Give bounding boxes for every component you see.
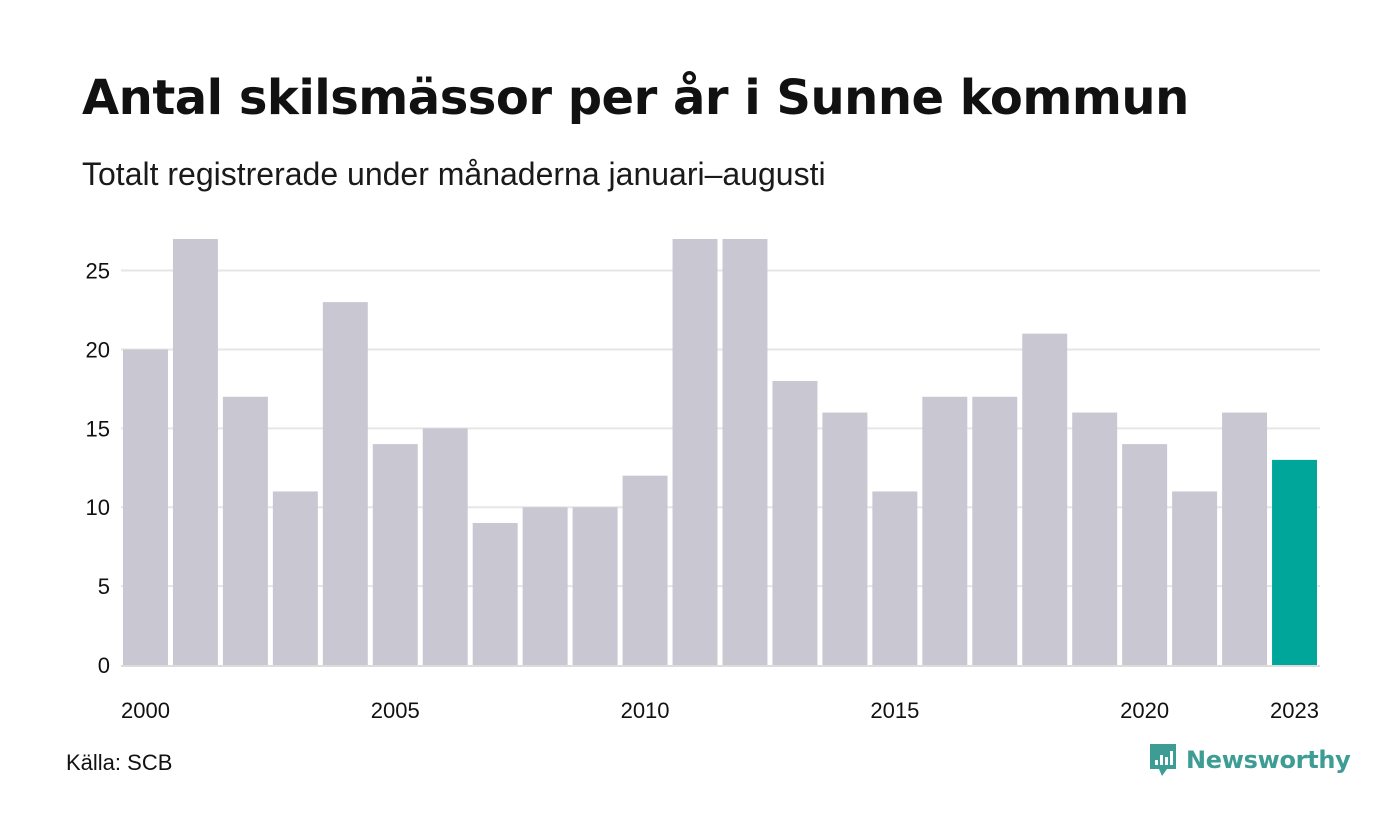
bar-2009 [572, 507, 618, 665]
bar-2022 [1222, 412, 1268, 665]
bar-2018 [1022, 333, 1068, 665]
bar-2021 [1172, 491, 1218, 665]
bar-2023 [1272, 459, 1317, 665]
x-tick-label: 2000 [121, 698, 170, 723]
x-tick-label: 2010 [621, 698, 670, 723]
gridlines [121, 269, 1320, 588]
chart-title: Antal skilsmässor per år i Sunne kommun [82, 70, 1189, 126]
y-tick-label: 20 [86, 337, 110, 362]
y-tick-label: 0 [98, 653, 110, 678]
chart-subtitle: Totalt registrerade under månaderna janu… [82, 156, 826, 192]
bars [121, 239, 1320, 667]
y-tick-label: 10 [86, 495, 110, 520]
bar-2012 [722, 239, 768, 665]
bar-2000 [123, 349, 168, 665]
bar-2017 [972, 396, 1018, 665]
source-note: Källa: SCB [66, 750, 173, 775]
bar-2015 [872, 491, 918, 665]
x-tick-label: 2023 [1270, 698, 1319, 723]
y-tick-label: 15 [86, 416, 110, 441]
x-tick-label: 2020 [1120, 698, 1169, 723]
bar-2016 [922, 396, 968, 665]
bar-2001 [172, 239, 218, 665]
brand-name: Newsworthy [1186, 746, 1351, 774]
bar-2011 [672, 239, 718, 665]
x-tick-label: 2015 [870, 698, 919, 723]
bar-2003 [272, 491, 318, 665]
bar-2008 [522, 507, 568, 665]
bar-2020 [1122, 444, 1168, 665]
y-axis-ticks: 0 5 10 15 20 25 [86, 259, 110, 678]
bar-2014 [822, 412, 868, 665]
bar-2007 [472, 523, 518, 665]
bar-2019 [1072, 412, 1118, 665]
brand-logo: Newsworthy [1148, 742, 1351, 778]
bar-2005 [372, 444, 418, 665]
bar-2010 [622, 475, 668, 665]
newsworthy-logo-icon [1150, 744, 1176, 776]
bar-2002 [222, 396, 268, 665]
bar-2006 [422, 428, 468, 665]
x-axis-ticks: 2000 2005 2010 2015 2020 2023 [121, 698, 1319, 723]
bar-2004 [322, 302, 368, 665]
x-tick-label: 2005 [371, 698, 420, 723]
y-tick-label: 5 [98, 574, 110, 599]
bar-2013 [772, 381, 818, 665]
y-tick-label: 25 [86, 259, 110, 284]
